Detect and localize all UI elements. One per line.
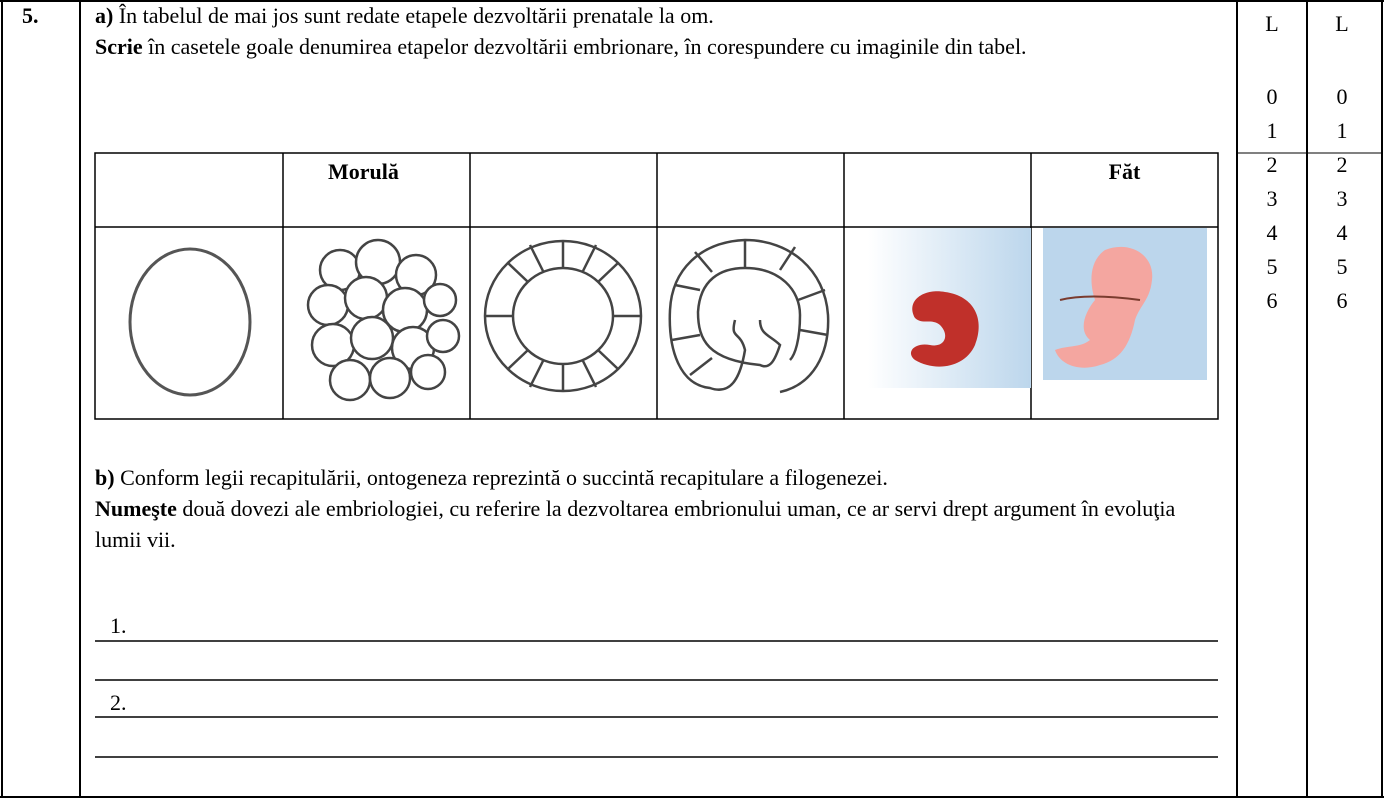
part-b-statement: b) Conform legii recapitulării, ontogene… bbox=[95, 462, 1085, 493]
score-point: 0 bbox=[1336, 84, 1348, 109]
instruction-text: în casetele goale denumirea etapelor dez… bbox=[148, 34, 1027, 59]
part-label: b) bbox=[95, 465, 115, 490]
score-point: 3 bbox=[1266, 186, 1278, 211]
blastula-drawing bbox=[483, 239, 643, 393]
stages-table-grid bbox=[94, 152, 1219, 420]
score-point: 2 bbox=[1336, 152, 1348, 177]
answer-label: 1. bbox=[110, 613, 127, 638]
question-number: 5. bbox=[22, 3, 39, 28]
stage-header: Morulă bbox=[328, 159, 399, 184]
score-point: 4 bbox=[1266, 220, 1278, 245]
score-point: 5 bbox=[1336, 254, 1348, 279]
score-point: 5 bbox=[1266, 254, 1278, 279]
instruction-verb: Scrie bbox=[95, 34, 143, 59]
embryo-drawing bbox=[868, 228, 1031, 388]
statement-text: Conform legii recapitulării, ontogeneza … bbox=[120, 465, 888, 490]
gastrula-drawing bbox=[668, 238, 830, 394]
part-label: a) bbox=[95, 3, 114, 28]
score-point: 4 bbox=[1336, 220, 1348, 245]
part-a-instruction: Scrie în casetele goale denumirea etapel… bbox=[95, 31, 1225, 62]
instruction-verb: Numeşte bbox=[95, 496, 177, 521]
score-point: 3 bbox=[1336, 186, 1348, 211]
part-b-instruction: Numeşte două dovezi ale embriologiei, cu… bbox=[95, 493, 1220, 555]
score-point: 1 bbox=[1336, 118, 1348, 143]
fetus-drawing bbox=[1043, 228, 1207, 380]
part-b: b) Conform legii recapitulării, ontogene… bbox=[95, 462, 1220, 555]
part-a-intro: a) În tabelul de mai jos sunt redate eta… bbox=[95, 0, 1225, 31]
score-point: 6 bbox=[1336, 288, 1348, 313]
part-a: a) În tabelul de mai jos sunt redate eta… bbox=[95, 0, 1225, 62]
score-point: 0 bbox=[1266, 84, 1278, 109]
score-point: 1 bbox=[1266, 118, 1278, 143]
score-point: 6 bbox=[1266, 288, 1278, 313]
zygote-drawing bbox=[128, 247, 252, 397]
morula-drawing bbox=[306, 238, 461, 402]
score-point: 2 bbox=[1266, 152, 1278, 177]
intro-text: În tabelul de mai jos sunt redate etapel… bbox=[118, 3, 714, 28]
score-header: L bbox=[1335, 11, 1349, 36]
instruction-text: două dovezi ale embriologiei, cu referir… bbox=[95, 496, 1176, 552]
answer-label: 2. bbox=[110, 690, 127, 715]
stage-header: Făt bbox=[1108, 159, 1141, 184]
score-header: L bbox=[1265, 11, 1279, 36]
answer-lines bbox=[95, 640, 1218, 758]
